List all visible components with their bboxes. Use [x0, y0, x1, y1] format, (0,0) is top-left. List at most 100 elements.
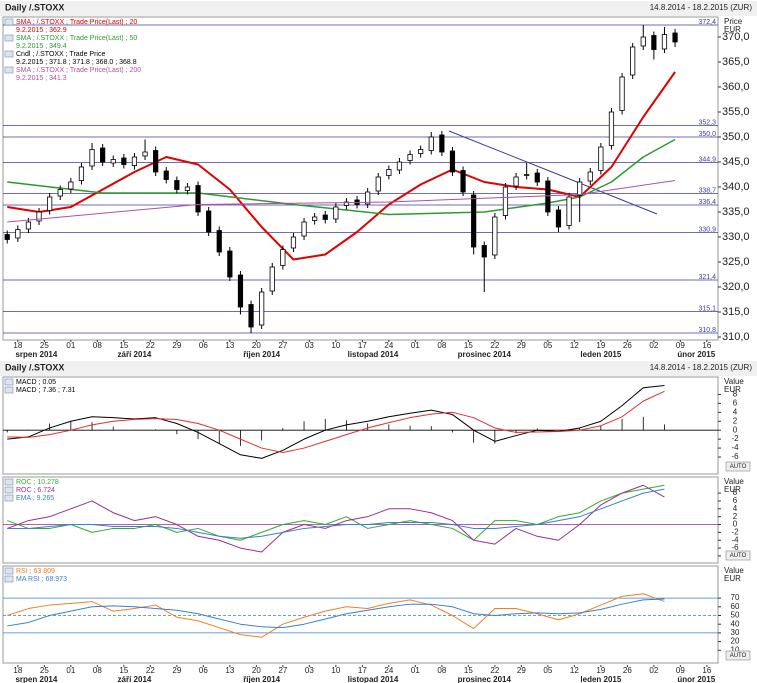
x-tick-label: 19 — [596, 666, 605, 675]
y-tick-label: 310,0 — [722, 331, 750, 343]
auto-button[interactable] — [725, 650, 751, 661]
x-tick-label: 03 — [305, 341, 314, 350]
y-tick-label: 355,0 — [722, 106, 750, 118]
auto-button-label[interactable]: AUTO — [730, 553, 747, 559]
legend-last-value: 9.2.2015 ; 371.8 ; 371.8 ; 368.0 ; 368.8 — [16, 59, 137, 66]
legend-entry: SMA ; /.STOXX ; Trade Price(Last) ; 200 — [16, 67, 141, 74]
candle-body — [237, 274, 244, 308]
series-line — [7, 138, 676, 216]
series-line — [7, 180, 676, 223]
candle-body — [142, 151, 148, 157]
trend-line — [448, 130, 548, 171]
y-tick-label: 315,0 — [722, 306, 750, 318]
panel-frame — [2, 565, 719, 664]
candle-body — [301, 221, 307, 237]
legend-entry: EMA ; 9.265 — [16, 495, 54, 502]
legend-entry: MA RSI ; 68.973 — [16, 576, 67, 583]
month-label: leden 2015 — [580, 675, 621, 683]
candle-body — [577, 181, 583, 196]
candle-body — [216, 230, 222, 253]
candle-body — [15, 229, 21, 239]
y-tick-label: 6 — [733, 496, 738, 505]
y-tick-label: 30 — [731, 628, 740, 637]
y-tick-label: 60 — [731, 602, 740, 611]
x-tick-label: 02 — [649, 666, 658, 675]
legend-last-value: 9.2.2015 ; 362.9 — [16, 27, 67, 34]
x-tick-label: 09 — [676, 341, 685, 350]
x-tick-label: 26 — [623, 341, 632, 350]
x-tick-label: 20 — [252, 666, 261, 675]
candle-body — [619, 76, 625, 111]
auto-button-label[interactable]: AUTO — [730, 464, 747, 470]
candle-body — [78, 166, 85, 181]
x-tick-label: 05 — [543, 341, 552, 350]
x-tick-label: 01 — [411, 666, 420, 675]
reference-label: 344,9 — [698, 156, 716, 163]
candle-body — [428, 136, 434, 151]
legend-last-value: 9.2.2015 ; 341.3 — [16, 75, 67, 82]
month-label: září 2014 — [118, 350, 152, 359]
candle-body — [502, 186, 509, 216]
series-line — [7, 598, 665, 629]
x-tick-label: 16 — [702, 341, 711, 350]
x-tick-label: 13 — [225, 341, 234, 350]
series-line — [7, 488, 665, 539]
x-tick-label: 08 — [437, 666, 446, 675]
legend-last-value: 9.2.2015 ; 349.4 — [16, 43, 67, 50]
candle-body — [365, 191, 371, 205]
legend-icon — [4, 478, 14, 486]
x-tick-label: 17 — [358, 341, 367, 350]
x-tick-label: 08 — [93, 666, 102, 675]
candle-body — [100, 147, 106, 163]
y-tick-label: 370,0 — [722, 31, 750, 43]
candle-body — [322, 214, 328, 220]
legend-icon — [4, 66, 14, 74]
panel-frame — [2, 376, 719, 475]
x-tick-label: 03 — [305, 666, 314, 675]
y-tick-label: 345,0 — [722, 156, 750, 168]
candle-body — [184, 186, 191, 191]
y-tick-label: 360,0 — [722, 81, 750, 93]
series-line — [7, 390, 665, 454]
x-tick-label: 27 — [278, 666, 287, 675]
auto-button[interactable] — [725, 550, 751, 561]
month-label: leden 2015 — [580, 350, 621, 359]
y-tick-label: 4 — [733, 504, 738, 513]
candle-body — [4, 234, 10, 240]
x-tick-label: 27 — [278, 341, 287, 350]
candle-body — [25, 221, 32, 230]
auto-button[interactable] — [725, 461, 751, 472]
candle-body — [672, 32, 678, 43]
x-tick-label: 26 — [623, 666, 632, 675]
x-tick-label: 12 — [570, 666, 579, 675]
reference-label: 315,1 — [698, 305, 716, 312]
candle-body — [47, 196, 53, 211]
candle-body — [439, 134, 445, 153]
legend-icon — [4, 50, 14, 58]
candle-body — [343, 201, 350, 206]
candle-body — [89, 149, 95, 167]
x-tick-label: 18 — [13, 341, 22, 350]
candle-body — [513, 176, 519, 187]
auto-button-label[interactable]: AUTO — [730, 653, 747, 659]
x-tick-label: 29 — [517, 666, 526, 675]
y-tick-label: -6 — [731, 543, 739, 552]
x-tick-label: 01 — [66, 666, 75, 675]
x-tick-label: 24 — [384, 341, 393, 350]
panel-frame — [2, 476, 719, 564]
legend-icon — [4, 494, 14, 502]
legend-entry: ROC ; 6.724 — [16, 487, 55, 494]
y-tick-label: 335,0 — [722, 206, 750, 218]
y-tick-label: -4 — [731, 443, 739, 452]
series-line — [7, 484, 665, 541]
y-tick-label: 2 — [733, 416, 738, 425]
y-tick-label: -2 — [731, 434, 739, 443]
axis-unit: EUR — [724, 485, 741, 494]
panel-header — [0, 1, 757, 16]
candle-body — [227, 250, 233, 278]
y-tick-label: 0 — [733, 520, 738, 529]
x-tick-label: 01 — [411, 341, 420, 350]
reference-label: 372,4 — [698, 19, 716, 26]
candle-body — [460, 170, 466, 193]
y-tick-label: -6 — [731, 452, 739, 461]
